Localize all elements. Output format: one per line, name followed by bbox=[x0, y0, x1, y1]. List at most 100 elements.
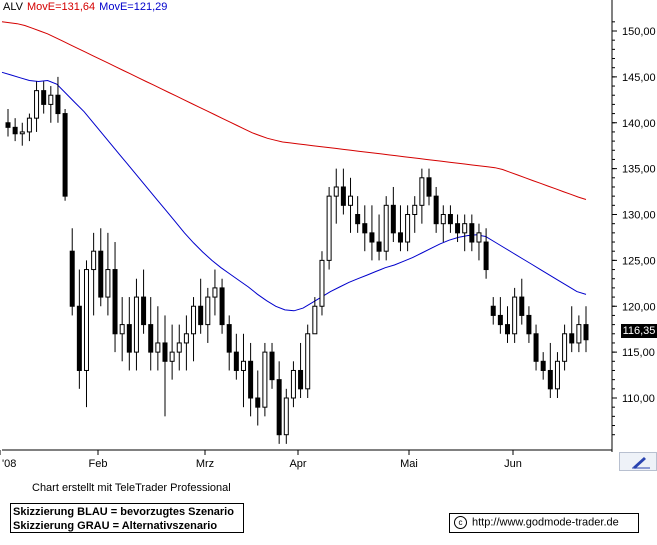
chart-legend: ALV MovE=131,64 MovE=121,29 bbox=[3, 1, 171, 13]
candle-body bbox=[305, 333, 311, 390]
candle-body bbox=[141, 296, 147, 326]
candle-body bbox=[112, 269, 118, 335]
candle-body bbox=[333, 186, 339, 197]
moving-average-blue bbox=[1, 71, 587, 312]
candle-body bbox=[383, 204, 389, 252]
candle-body bbox=[576, 324, 582, 344]
scenario-notes: Skizzierung BLAU = bevorzugtes Szenario … bbox=[10, 503, 244, 533]
candle-body bbox=[162, 342, 168, 362]
y-tick-label: 130,00 bbox=[622, 210, 656, 222]
candle-body bbox=[269, 351, 275, 381]
candle-body bbox=[83, 269, 89, 371]
candle-body bbox=[191, 305, 197, 335]
candle-body bbox=[412, 204, 418, 215]
copyright-icon: c bbox=[454, 516, 467, 529]
candlesticks bbox=[5, 76, 589, 444]
candle-body bbox=[326, 195, 332, 261]
candle-body bbox=[233, 351, 239, 371]
candle-body bbox=[119, 324, 125, 335]
legend-ticker: ALV bbox=[3, 1, 23, 13]
candle-body bbox=[533, 333, 539, 362]
candle-body bbox=[76, 305, 82, 371]
candle-body bbox=[462, 223, 468, 234]
candle-body bbox=[426, 177, 432, 197]
candle-body bbox=[5, 122, 11, 128]
pencil-tool-button[interactable] bbox=[619, 452, 657, 471]
candle-body bbox=[476, 232, 482, 243]
candle-body bbox=[440, 214, 446, 225]
moving-average-red bbox=[1, 21, 587, 200]
candle-body bbox=[369, 232, 375, 243]
y-axis: 110,00 115,00 120,00 125,00 130,00 135,00 140,… bbox=[612, 21, 656, 436]
candle-body bbox=[505, 324, 511, 335]
pencil-tool-icon bbox=[632, 457, 650, 469]
candle-body bbox=[126, 324, 132, 353]
candle-body bbox=[340, 186, 346, 206]
y-tick-label: 125,00 bbox=[622, 255, 656, 267]
candle-body bbox=[540, 360, 546, 371]
candle-body bbox=[554, 360, 560, 390]
candle-body bbox=[355, 214, 361, 225]
y-tick-label: 120,00 bbox=[622, 301, 656, 313]
source-link[interactable]: c http://www.godmode-trader.de bbox=[449, 513, 639, 533]
candle-body bbox=[262, 351, 268, 408]
candle-body bbox=[219, 287, 225, 326]
candle-body bbox=[362, 223, 368, 234]
candle-body bbox=[348, 195, 354, 206]
candle-body bbox=[183, 333, 189, 344]
y-tick-label: 140,00 bbox=[622, 118, 656, 130]
candle-body bbox=[497, 314, 503, 326]
current-price-tag: 116,35 bbox=[621, 324, 657, 338]
candle-body bbox=[312, 305, 318, 335]
candle-body bbox=[69, 250, 75, 307]
candle-body bbox=[562, 333, 568, 362]
scenario-note-blue: Skizzierung BLAU = bevorzugtes Szenario bbox=[13, 506, 234, 518]
y-tick-label: 150,00 bbox=[622, 26, 656, 38]
candle-body bbox=[98, 250, 104, 298]
candle-body bbox=[240, 360, 246, 371]
candle-body bbox=[490, 305, 496, 316]
candle-body bbox=[34, 90, 40, 119]
candle-body bbox=[91, 250, 97, 271]
x-tick-label: Mai bbox=[400, 458, 418, 470]
source-url: http://www.godmode-trader.de bbox=[472, 516, 619, 529]
candle-body bbox=[12, 126, 18, 135]
candle-body bbox=[276, 379, 282, 436]
candle-body bbox=[19, 131, 25, 135]
candle-body bbox=[226, 324, 232, 353]
candle-body bbox=[569, 333, 575, 344]
candle-body bbox=[205, 296, 211, 326]
plot-frame bbox=[2, 0, 613, 452]
y-tick-label: 145,00 bbox=[622, 72, 656, 84]
candle-body bbox=[469, 223, 475, 243]
scenario-note-grey: Skizzierung GRAU = Alternativszenario bbox=[13, 520, 218, 532]
y-tick-label: 135,00 bbox=[622, 164, 656, 176]
candle-body bbox=[405, 214, 411, 243]
candle-body bbox=[55, 94, 61, 115]
x-tick-label: Mrz bbox=[196, 458, 214, 470]
x-tick-label: Jun bbox=[504, 458, 522, 470]
x-axis: '08 Feb Mrz Apr Mai Jun bbox=[0, 450, 522, 470]
candle-body bbox=[483, 241, 489, 271]
candle-body bbox=[519, 296, 525, 316]
candle-body bbox=[26, 117, 32, 133]
x-tick-label: Apr bbox=[289, 458, 306, 470]
candle-body bbox=[447, 214, 453, 225]
candle-body bbox=[390, 204, 396, 234]
candle-body bbox=[148, 324, 154, 353]
candle-body bbox=[512, 296, 518, 335]
candle-body bbox=[155, 342, 161, 353]
candle-body bbox=[290, 369, 296, 399]
x-tick-label: '08 bbox=[2, 458, 16, 470]
moving-average-lines bbox=[1, 21, 587, 312]
candle-body bbox=[455, 223, 461, 234]
legend-ma-red: MovE=131,64 bbox=[26, 1, 96, 13]
candle-body bbox=[397, 232, 403, 243]
candle-body bbox=[133, 296, 139, 353]
candle-body bbox=[283, 397, 289, 436]
legend-ma-blue: MovE=121,29 bbox=[99, 1, 168, 13]
candle-body bbox=[255, 397, 261, 408]
x-tick-label: Feb bbox=[89, 458, 108, 470]
candle-body bbox=[41, 90, 47, 105]
